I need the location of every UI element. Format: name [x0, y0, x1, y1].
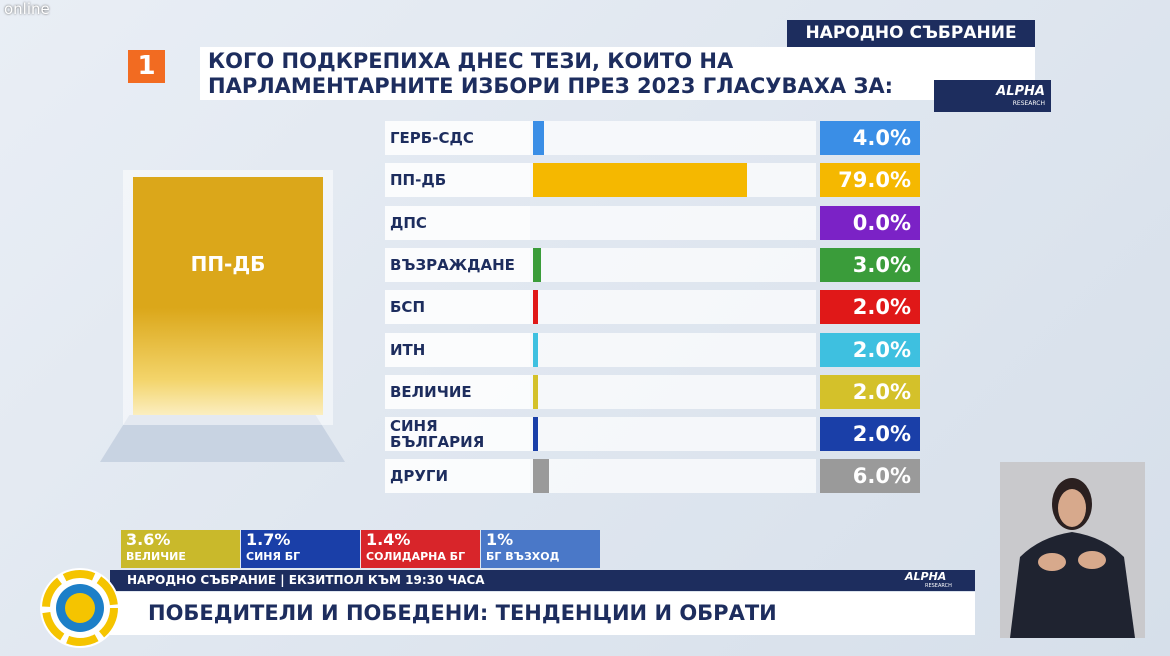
bar: [533, 459, 550, 494]
result-box: 1.4% СОЛИДАРНА БГ: [361, 530, 480, 568]
source-logo-sub: RESEARCH: [1012, 100, 1045, 107]
value-label: 2.0%: [820, 332, 920, 367]
value-label: 79.0%: [820, 163, 920, 198]
bar: [533, 417, 539, 452]
interpreter-hand: [1038, 553, 1066, 571]
category-label: ИТН: [390, 340, 426, 359]
result-box: 1.7% СИНЯ БГ: [241, 530, 360, 568]
bar: [533, 121, 544, 155]
row-label-bg: [385, 163, 530, 198]
ticker-text: НАРОДНО СЪБРАНИЕ | ЕКЗИТПОЛ КЪМ 19:30 ЧА…: [127, 573, 485, 587]
source-logo-text: ALPHA: [996, 84, 1045, 99]
bar: [533, 332, 539, 367]
result-value: 1.4%: [366, 530, 411, 549]
ticker-logo-sub: RESEARCH: [925, 583, 952, 589]
result-label: СИНЯ БГ: [246, 550, 301, 563]
title-panel: [200, 47, 1035, 100]
category-label: ПП-ДБ: [390, 171, 447, 190]
result-value: 1.7%: [246, 530, 291, 549]
value-label: 0.0%: [820, 205, 920, 240]
bar-track: [530, 374, 816, 409]
bar: [533, 374, 539, 409]
category-label: ДПС: [390, 213, 427, 232]
bar: [533, 163, 748, 198]
category-label: ВЪЗРАЖДАНЕ: [390, 255, 515, 274]
bar-track: [530, 290, 816, 325]
interpreter: [1000, 462, 1145, 638]
row-label-bg: [385, 290, 530, 325]
channel-logo: 1: [128, 50, 165, 83]
result-value: 3.6%: [126, 530, 171, 549]
logo-arc: [42, 570, 118, 646]
show-logo: [40, 568, 120, 648]
row-label-bg: [385, 205, 530, 240]
row-label-bg: [385, 332, 530, 367]
result-box: 1% БГ ВЪЗХОД: [481, 530, 600, 568]
headline: ПОБЕДИТЕЛИ И ПОБЕДЕНИ: ТЕНДЕНЦИИ И ОБРАТ…: [148, 601, 777, 625]
value-label: 4.0%: [820, 121, 920, 155]
row-label-bg: [385, 374, 530, 409]
bar-track: [530, 417, 816, 452]
category-label: ВЕЛИЧИЕ: [390, 382, 472, 401]
result-value: 1%: [486, 530, 514, 549]
ticker-bar: [110, 570, 975, 591]
row-label-bg: [385, 247, 530, 282]
highlight-card: ПП-ДБ: [133, 177, 323, 415]
category-label: ГЕРБ-СДС: [390, 129, 474, 147]
row-label-bg: [385, 417, 530, 452]
watermark: online: [4, 0, 50, 18]
chart-title: КОГО ПОДКРЕПИХА ДНЕС ТЕЗИ, КОИТО НА ПАРЛ…: [208, 49, 894, 98]
value-label: 6.0%: [820, 459, 920, 494]
result-label: ВЕЛИЧИЕ: [126, 550, 186, 563]
section-label: НАРОДНО СЪБРАНИЕ: [787, 20, 1035, 47]
interpreter-hand: [1078, 551, 1106, 569]
bar-track: [530, 205, 816, 240]
bar-track: [530, 121, 816, 155]
category-label: ДРУГИ: [390, 467, 449, 486]
category-label: БСП: [390, 298, 425, 317]
logo-center: [65, 593, 95, 623]
row-label-bg: [385, 459, 530, 494]
result-box: 3.6% ВЕЛИЧИЕ: [121, 530, 240, 568]
category-label: СИНЯ БЪЛГАРИЯ: [390, 417, 485, 452]
headline-bar: [110, 592, 975, 635]
interpreter-face: [1058, 489, 1086, 527]
value-label: 3.0%: [820, 247, 920, 282]
result-label: СОЛИДАРНА БГ: [366, 550, 466, 563]
bar: [533, 290, 539, 325]
value-label: 2.0%: [820, 290, 920, 325]
bar-track: [530, 332, 816, 367]
value-label: 2.0%: [820, 374, 920, 409]
row-label-bg: [385, 121, 530, 155]
value-label: 2.0%: [820, 417, 920, 452]
bar: [533, 247, 542, 282]
ticker-logo: ALPHA: [905, 570, 947, 583]
result-label: БГ ВЪЗХОД: [486, 550, 560, 563]
source-logo: ALPHA RESEARCH: [934, 80, 1051, 112]
bar-track: [530, 247, 816, 282]
bar-track: [530, 459, 816, 494]
